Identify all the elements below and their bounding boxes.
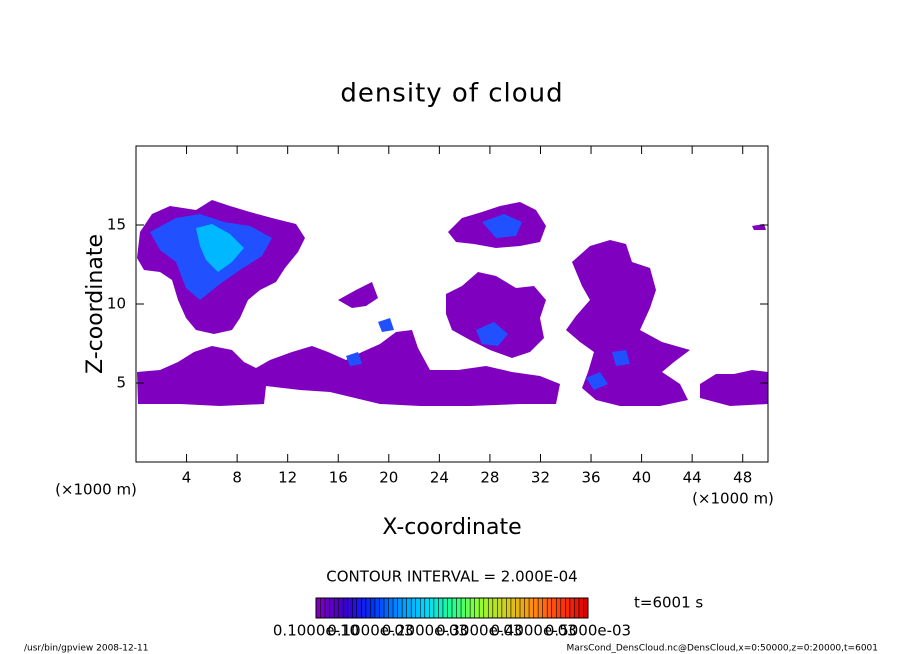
chart-title: density of cloud bbox=[340, 79, 563, 109]
colorbar-label: 0.5000e-03 bbox=[545, 622, 631, 640]
colorbar-cell bbox=[415, 598, 421, 618]
colorbar-cell bbox=[497, 598, 503, 618]
colorbar-cell bbox=[510, 598, 516, 618]
contour-interval: CONTOUR INTERVAL = 2.000E-04 bbox=[326, 568, 577, 586]
colorbar-label: 0.1000e-10 bbox=[273, 622, 359, 640]
footer-left: /usr/bin/gpview 2008-12-11 bbox=[24, 644, 148, 654]
colorbar-cell bbox=[483, 598, 489, 618]
x-tick-label: 4 bbox=[182, 469, 192, 487]
colorbar-cell bbox=[542, 598, 548, 618]
colorbar-cell bbox=[470, 598, 475, 618]
colorbar-cell bbox=[533, 598, 539, 618]
colorbar-cell bbox=[578, 598, 584, 618]
colorbar-cell bbox=[384, 598, 389, 618]
colorbar-cell bbox=[442, 598, 448, 618]
colorbar-cell bbox=[402, 598, 407, 618]
colorbar-label: 0.2000e-03 bbox=[382, 622, 468, 640]
colorbar-label: 0.3000e-03 bbox=[436, 622, 522, 640]
colorbar-cell bbox=[352, 598, 358, 618]
colorbar-cell bbox=[492, 598, 498, 618]
colorbar-cell bbox=[379, 598, 385, 618]
x-tick-label: 8 bbox=[232, 469, 242, 487]
colorbar-cell bbox=[547, 598, 553, 618]
colorbar-label: 0.4000e-03 bbox=[490, 622, 576, 640]
x-tick-label: 44 bbox=[683, 469, 702, 487]
colorbar bbox=[315, 598, 589, 618]
y-tick-label: 5 bbox=[116, 374, 126, 392]
colorbar-cell bbox=[551, 598, 557, 618]
colorbar-cell bbox=[529, 598, 534, 618]
x-tick-label: 16 bbox=[329, 469, 348, 487]
colorbar-cell bbox=[320, 598, 326, 618]
y-axis-title: Z-coordinate bbox=[83, 234, 108, 374]
colorbar-cell bbox=[447, 598, 453, 618]
x-unit-left: (×1000 m) bbox=[55, 481, 137, 499]
colorbar-cell bbox=[574, 598, 580, 618]
x-axis-title: X-coordinate bbox=[382, 515, 521, 540]
colorbar-cell bbox=[397, 598, 403, 618]
colorbar-cell bbox=[465, 598, 471, 618]
x-tick-label: 36 bbox=[581, 469, 600, 487]
colorbar-cell bbox=[488, 598, 494, 618]
colorbar-cell bbox=[479, 598, 485, 618]
x-tick-label: 32 bbox=[531, 469, 550, 487]
x-unit-right: (×1000 m) bbox=[692, 490, 774, 508]
colorbar-cell bbox=[411, 598, 417, 618]
colorbar-cell bbox=[361, 598, 367, 618]
colorbar-cell bbox=[334, 598, 339, 618]
colorbar-cell bbox=[569, 598, 575, 618]
footer-right: MarsCond_DensCloud.nc@DensCloud,x=0:5000… bbox=[567, 644, 879, 654]
x-tick-label: 28 bbox=[480, 469, 499, 487]
colorbar-cell bbox=[329, 598, 335, 618]
x-tick-label: 20 bbox=[379, 469, 398, 487]
x-tick-label: 12 bbox=[278, 469, 297, 487]
colorbar-cell bbox=[583, 598, 589, 618]
colorbar-cell bbox=[343, 598, 349, 618]
colorbar-cell bbox=[325, 598, 330, 618]
colorbar-cell bbox=[506, 598, 512, 618]
colorbar-cell bbox=[461, 598, 466, 618]
colorbar-cell bbox=[520, 598, 525, 618]
colorbar-cell bbox=[524, 598, 530, 618]
colorbar-cell bbox=[338, 598, 344, 618]
colorbar-cell bbox=[356, 598, 362, 618]
colorbar-cell bbox=[365, 598, 371, 618]
colorbar-label: 0.1000e-03 bbox=[327, 622, 413, 640]
colorbar-cell bbox=[429, 598, 435, 618]
y-tick-label: 15 bbox=[107, 216, 126, 234]
colorbar-frame bbox=[315, 597, 589, 619]
x-tick-label: 40 bbox=[632, 469, 651, 487]
colorbar-cell bbox=[515, 598, 521, 618]
x-tick-label: 48 bbox=[733, 469, 752, 487]
colorbar-cell bbox=[388, 598, 394, 618]
colorbar-cell bbox=[565, 598, 571, 618]
colorbar-cell bbox=[456, 598, 462, 618]
colorbar-cell bbox=[316, 598, 321, 618]
colorbar-cell bbox=[474, 598, 480, 618]
colorbar-cell bbox=[374, 598, 380, 618]
colorbar-cell bbox=[347, 598, 353, 618]
colorbar-cell bbox=[370, 598, 376, 618]
colorbar-cell bbox=[438, 598, 444, 618]
time-label: t=6001 s bbox=[634, 594, 703, 612]
x-tick-label: 24 bbox=[430, 469, 449, 487]
colorbar-cell bbox=[452, 598, 457, 618]
y-tick-label: 10 bbox=[107, 295, 126, 313]
contour-fill bbox=[137, 200, 768, 406]
colorbar-cell bbox=[420, 598, 426, 618]
colorbar-cell bbox=[393, 598, 398, 618]
colorbar-cell bbox=[556, 598, 562, 618]
colorbar-cell bbox=[501, 598, 507, 618]
colorbar-cell bbox=[560, 598, 566, 618]
colorbar-cell bbox=[538, 598, 543, 618]
colorbar-cell bbox=[424, 598, 430, 618]
colorbar-cell bbox=[406, 598, 412, 618]
colorbar-cell bbox=[433, 598, 439, 618]
